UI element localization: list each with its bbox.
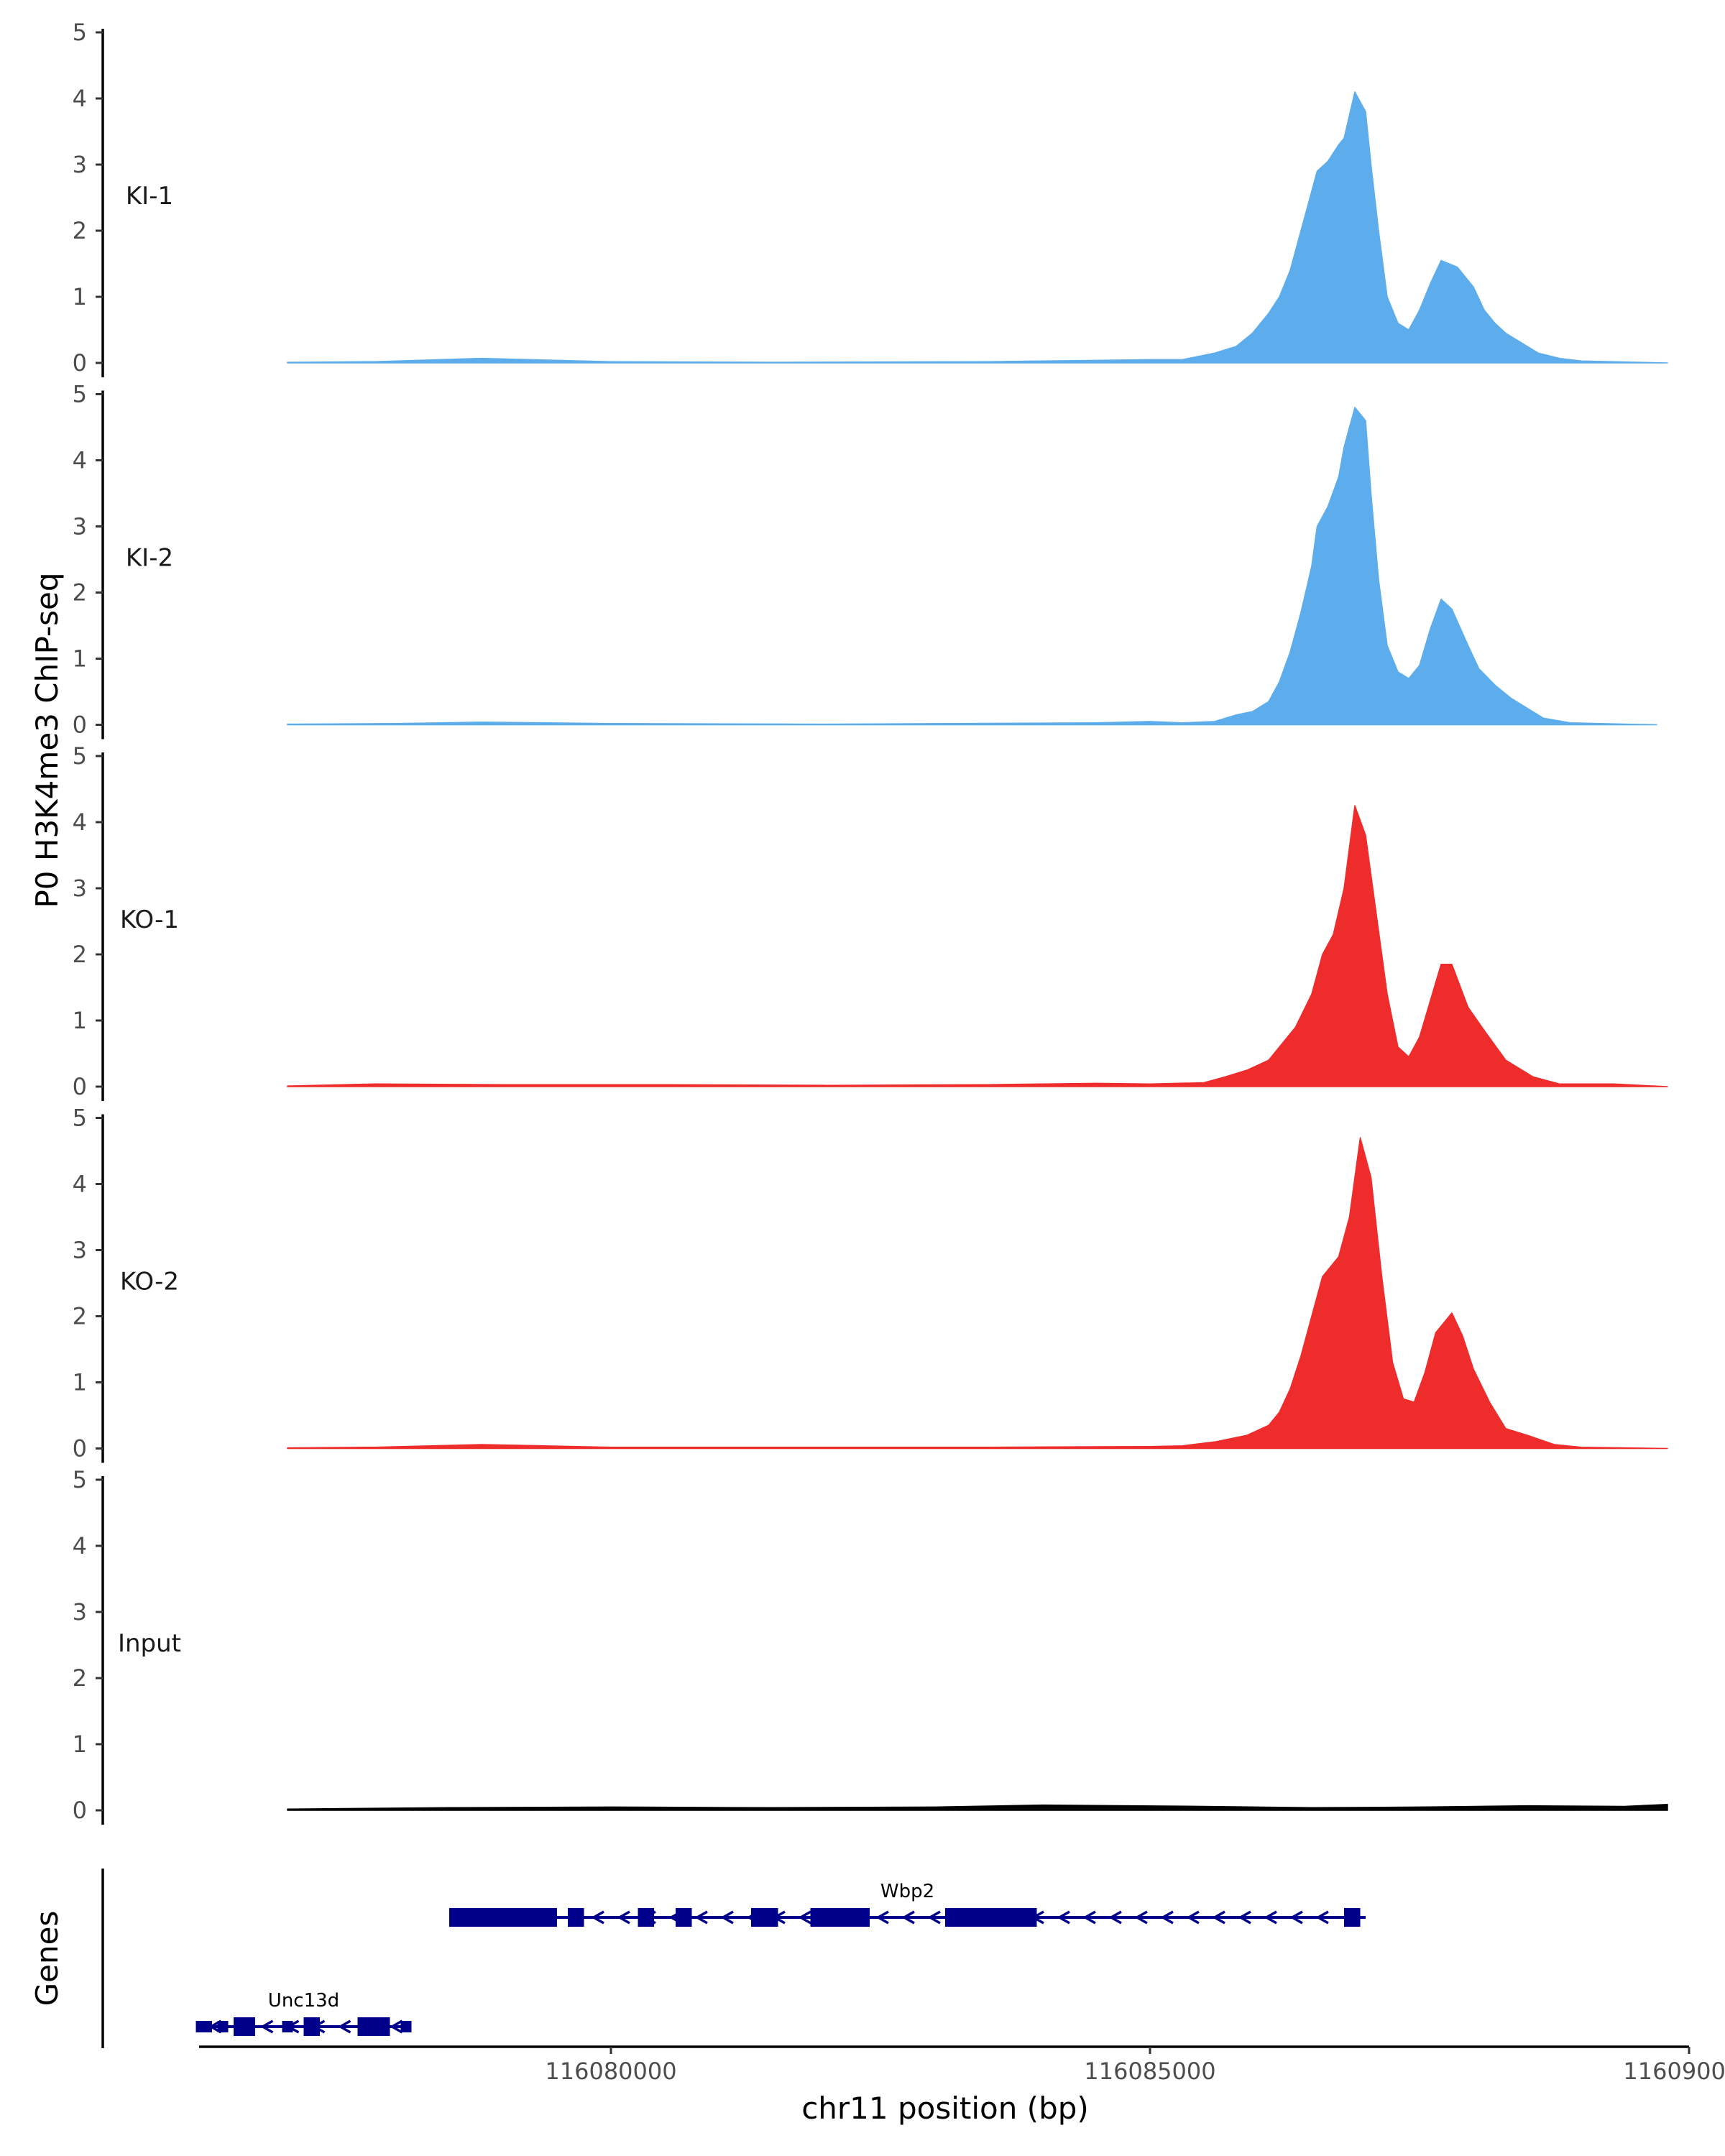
y-tick-label: 4 (73, 1532, 87, 1560)
strand-arrow (694, 1910, 708, 1925)
y-axis-title: P0 H3K4me3 ChIP-seq (29, 572, 65, 908)
y-tick-label: 4 (73, 808, 87, 836)
strand-arrow (1186, 1910, 1200, 1925)
strand-arrow (1315, 1910, 1329, 1925)
strand-arrow (720, 1910, 734, 1925)
y-tick-label: 5 (73, 1466, 87, 1493)
x-axis-title: chr11 position (bp) (801, 2091, 1089, 2126)
y-tick-label: 3 (73, 875, 87, 902)
y-tick-label: 1 (73, 1007, 87, 1034)
genes-axis-title: Genes (29, 1911, 65, 2007)
y-tick-label: 2 (73, 941, 87, 968)
gene-exon (568, 1908, 584, 1927)
y-tick-label: 4 (73, 447, 87, 474)
y-tick-label: 0 (73, 1073, 87, 1100)
track-ki-1: 0 1 2 3 4 5 KI-1 (73, 19, 1668, 377)
track-ki-2: 0 1 2 3 4 5 KI-2 (73, 381, 1657, 740)
strand-arrow (1212, 1910, 1225, 1925)
coverage-area-ki-1 (287, 91, 1668, 364)
gene-exon (217, 2021, 229, 2032)
gene-exon (282, 2021, 293, 2032)
y-tick-label: 5 (73, 381, 87, 408)
y-tick-label: 5 (73, 19, 87, 46)
track-label: KO-2 (120, 1268, 179, 1296)
coverage-area-ko-1 (287, 805, 1668, 1087)
y-tick-label: 3 (73, 151, 87, 178)
strand-arrow (1057, 1910, 1070, 1925)
y-tick-label: 4 (73, 1171, 87, 1198)
gene-exon (676, 1908, 692, 1927)
y-tick-label: 2 (73, 579, 87, 607)
y-tick-label: 5 (73, 1105, 87, 1132)
y-tick-label: 1 (73, 283, 87, 310)
track-input: 0 1 2 3 4 5 Input (73, 1466, 1668, 1825)
y-tick-label: 3 (73, 1598, 87, 1626)
y-tick-label: 2 (73, 1664, 87, 1692)
y-tick-label: 5 (73, 742, 87, 770)
gene-exon (449, 1908, 557, 1927)
coverage-area-input (287, 1803, 1668, 1811)
strand-arrow (259, 2019, 274, 2034)
gene-label: Unc13d (268, 1990, 339, 2012)
gene-label: Wbp2 (880, 1881, 934, 1902)
y-tick-label: 3 (73, 1237, 87, 1264)
y-tick-label: 0 (73, 349, 87, 377)
y-tick-label: 1 (73, 645, 87, 673)
track-label: KI-2 (126, 544, 173, 573)
track-ko-2: 0 1 2 3 4 5 KO-2 (73, 1105, 1668, 1463)
gene-exon (357, 2017, 390, 2036)
strand-arrow (1160, 1910, 1174, 1925)
track-label: Input (118, 1629, 181, 1658)
strand-arrow (798, 1910, 811, 1925)
x-tick-label: 116080000 (545, 2058, 676, 2085)
x-axis: 116080000 116085000 116090000 (199, 2045, 1725, 2085)
strand-arrow (875, 1910, 889, 1925)
strand-arrow (927, 1910, 941, 1925)
gene-exon (234, 2017, 255, 2036)
x-tick-label: 116090000 (1623, 2058, 1725, 2085)
strand-arrow (389, 2019, 403, 2034)
strand-arrow (591, 1910, 604, 1925)
y-tick-label: 2 (73, 1303, 87, 1330)
gene-exon (400, 2021, 412, 2032)
gene-exon (196, 2021, 212, 2032)
track-label: KI-1 (126, 182, 173, 211)
gene-unc13d: Unc13d (196, 1990, 412, 2036)
gene-wbp2: Wbp2 (449, 1881, 1366, 1927)
strand-arrow (1108, 1910, 1122, 1925)
strand-arrow (1264, 1910, 1277, 1925)
gene-exon (945, 1908, 1037, 1927)
y-tick-label: 0 (73, 1435, 87, 1462)
track-ko-1: 0 1 2 3 4 5 KO-1 (73, 742, 1668, 1101)
strand-arrow (901, 1910, 915, 1925)
gene-exon (303, 2017, 320, 2036)
coverage-tracks: 0 1 2 3 4 5 KI-1 0 1 2 3 4 5 KI-2 0 1 2 3 4 5 KO-1 0 1 2 3 4 5 KO-2… (73, 19, 1668, 1825)
gene-exon (638, 1908, 654, 1927)
strand-arrow (337, 2019, 351, 2034)
strand-arrow (1289, 1910, 1303, 1925)
y-tick-label: 3 (73, 513, 87, 540)
gene-exon (810, 1908, 870, 1927)
coverage-area-ko-2 (287, 1137, 1668, 1450)
y-tick-label: 4 (73, 85, 87, 112)
strand-arrow (1134, 1910, 1148, 1925)
y-tick-label: 1 (73, 1369, 87, 1396)
gene-exon (1344, 1908, 1361, 1927)
y-tick-label: 1 (73, 1731, 87, 1758)
strand-arrow (617, 1910, 630, 1925)
strand-arrow (1082, 1910, 1096, 1925)
gene-track: Wbp2 Unc13d (101, 1869, 1366, 2048)
y-tick-label: 0 (73, 1797, 87, 1824)
y-tick-label: 0 (73, 711, 87, 739)
y-tick-label: 2 (73, 217, 87, 244)
track-label: KO-1 (120, 906, 179, 934)
gene-exon (751, 1908, 778, 1927)
coverage-area-ki-2 (287, 407, 1657, 726)
strand-arrow (1238, 1910, 1251, 1925)
x-tick-label: 116085000 (1084, 2058, 1215, 2085)
